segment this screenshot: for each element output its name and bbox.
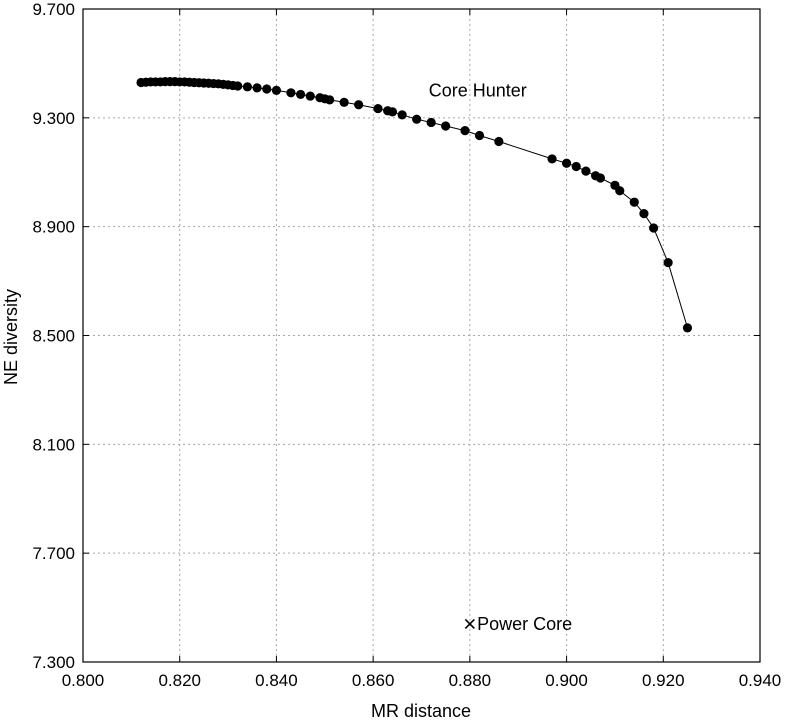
- series-layer: [136, 77, 693, 629]
- y-tick-label: 8.500: [32, 327, 75, 346]
- data-point-core-hunter: [581, 166, 591, 176]
- data-point-core-hunter: [339, 97, 349, 107]
- data-point-core-hunter: [426, 117, 436, 128]
- data-point-core-hunter: [271, 85, 282, 95]
- data-point-core-hunter: [460, 126, 470, 136]
- x-tick-label: 0.820: [158, 671, 201, 690]
- data-point-core-hunter: [571, 161, 581, 172]
- data-point-core-hunter: [561, 158, 572, 168]
- data-point-core-hunter: [474, 130, 485, 141]
- annotation-layer: Core Hunter Power Core: [429, 81, 572, 634]
- tick-layer: 0.800 0.820 0.840 0.860 0.880 0.900 0.920 0.940…: [32, 0, 781, 690]
- data-point-core-hunter: [441, 121, 451, 131]
- data-point-core-hunter: [547, 154, 557, 164]
- annotation-label: Core Hunter: [429, 81, 527, 101]
- data-point-power-core: [464, 618, 475, 629]
- data-point-core-hunter: [233, 81, 243, 91]
- data-point-core-hunter: [242, 82, 253, 92]
- data-point-core-hunter: [252, 83, 262, 93]
- y-tick-label: 9.300: [32, 109, 75, 128]
- y-tick-label: 8.900: [32, 218, 75, 237]
- data-point-core-hunter: [629, 197, 639, 207]
- data-point-core-hunter: [262, 84, 272, 94]
- x-tick-label: 0.840: [255, 671, 298, 690]
- data-point-core-hunter: [412, 114, 422, 124]
- data-point-core-hunter: [354, 100, 364, 110]
- data-point-core-hunter: [649, 223, 659, 233]
- x-tick-label: 0.860: [352, 671, 395, 690]
- x-tick-label: 0.920: [642, 671, 685, 690]
- annotation-label: Power Core: [477, 614, 572, 634]
- grid-layer: [83, 9, 760, 662]
- y-tick-label: 9.700: [32, 0, 75, 19]
- y-tick-label: 7.300: [32, 653, 75, 672]
- y-tick-label: 8.100: [32, 435, 75, 454]
- data-point-core-hunter: [325, 95, 335, 105]
- x-tick-label: 0.800: [62, 671, 105, 690]
- data-point-core-hunter: [639, 209, 649, 219]
- data-point-core-hunter: [387, 107, 398, 117]
- data-point-core-hunter: [286, 88, 296, 98]
- y-tick-label: 7.700: [32, 544, 75, 563]
- data-point-core-hunter: [397, 110, 407, 120]
- data-point-core-hunter: [615, 186, 625, 196]
- x-tick-label: 0.940: [739, 671, 782, 690]
- data-point-core-hunter: [305, 91, 315, 101]
- data-point-core-hunter: [494, 136, 504, 147]
- x-tick-label: 0.880: [449, 671, 492, 690]
- data-point-core-hunter: [682, 323, 693, 333]
- x-tick-label: 0.900: [545, 671, 588, 690]
- data-point-core-hunter: [373, 103, 383, 114]
- x-axis-title: MR distance: [371, 701, 471, 721]
- data-point-core-hunter: [296, 89, 306, 100]
- y-axis-title: NE diversity: [1, 289, 21, 385]
- data-point-core-hunter: [663, 257, 673, 268]
- data-point-core-hunter: [595, 173, 606, 183]
